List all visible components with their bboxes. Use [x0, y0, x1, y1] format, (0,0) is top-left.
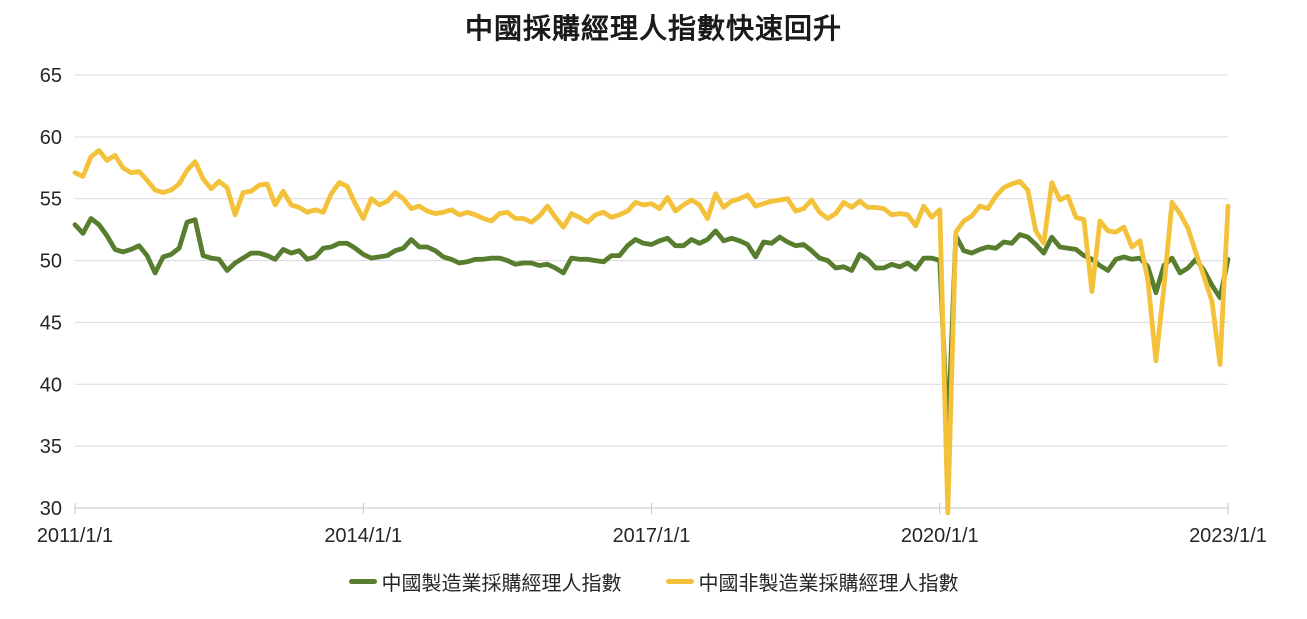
y-axis-tick-label: 30 [40, 498, 62, 520]
y-axis-tick-label: 65 [40, 65, 62, 87]
x-axis-tick-label: 2023/1/1 [1189, 525, 1267, 547]
manufacturing-line-swatch-icon [348, 579, 377, 584]
non-manufacturing-pmi-line [72, 148, 1231, 516]
y-axis-tick-label: 50 [40, 251, 62, 273]
y-axis-tick-label: 45 [40, 312, 62, 334]
non-manufacturing-line-swatch-icon [665, 579, 694, 584]
legend-label-manufacturing-pmi: 中國製造業採購經理人指數 [381, 573, 622, 595]
chart-title: 中國採購經理人指數快速回升 [464, 13, 842, 44]
legend-item-manufacturing-pmi: 中國製造業採購經理人指數 [348, 567, 622, 596]
x-axis-tick-label: 2020/1/1 [901, 525, 979, 547]
y-axis-tick-label: 35 [40, 436, 62, 458]
x-axis-tick-label: 2017/1/1 [613, 525, 691, 547]
manufacturing-pmi-line [72, 216, 1231, 440]
x-axis-tick-label: 2011/1/1 [37, 525, 113, 547]
legend-item-non-manufacturing-pmi: 中國非製造業採購經理人指數 [665, 567, 959, 596]
y-axis-tick-label: 55 [40, 189, 62, 211]
x-axis-tick-label: 2014/1/1 [324, 525, 402, 547]
legend-label-non-manufacturing-pmi: 中國非製造業採購經理人指數 [698, 573, 959, 595]
chart-legend: 中國製造業採購經理人指數 中國非製造業採購經理人指數 [0, 567, 1307, 596]
y-axis-tick-label: 60 [40, 127, 62, 149]
y-axis-tick-label: 40 [40, 374, 62, 396]
